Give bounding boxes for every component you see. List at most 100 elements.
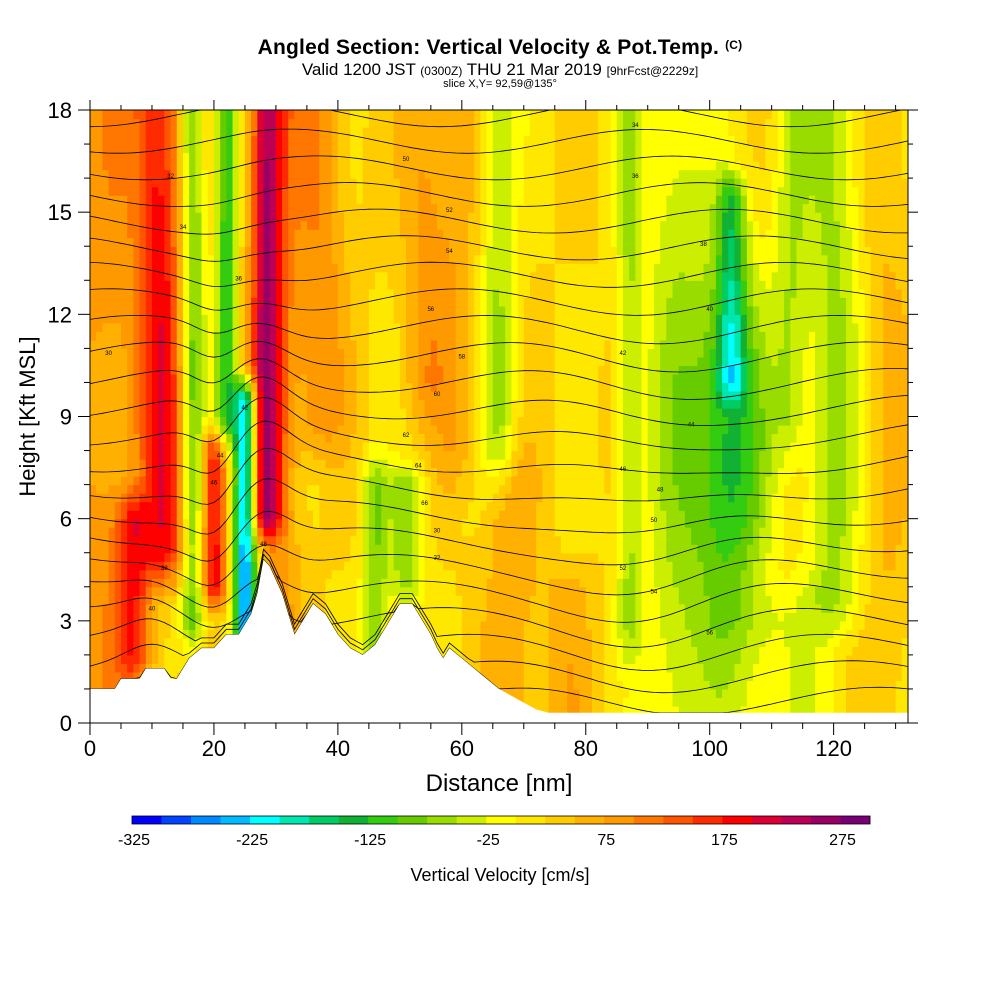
heatmap-cell: [443, 552, 451, 562]
heatmap-cell: [461, 629, 469, 639]
heatmap-cell: [430, 578, 438, 588]
heatmap-cell: [164, 237, 172, 247]
heatmap-cell: [251, 135, 258, 145]
heatmap-cell: [399, 161, 407, 171]
heatmap-cell: [474, 237, 482, 247]
heatmap-cell: [120, 144, 128, 154]
heatmap-cell: [362, 561, 370, 571]
heatmap-cell: [461, 288, 469, 298]
heatmap-cell: [455, 237, 463, 247]
heatmap-cell: [108, 246, 116, 256]
heatmap-cell: [375, 203, 382, 213]
heatmap-cell: [158, 263, 165, 273]
heatmap-cell: [226, 186, 234, 196]
heatmap-cell: [238, 203, 246, 213]
heatmap-cell: [486, 416, 494, 426]
heatmap-cell: [424, 305, 432, 315]
heatmap-cell: [201, 595, 209, 605]
heatmap-cell: [182, 390, 190, 401]
heatmap-cell: [244, 493, 252, 503]
heatmap-cell: [443, 186, 451, 196]
heatmap-cell: [269, 195, 277, 205]
heatmap-cell: [337, 110, 345, 120]
heatmap-cell: [325, 212, 333, 222]
heatmap-cell: [114, 203, 122, 213]
heatmap-cell: [238, 416, 246, 426]
heatmap-cell: [151, 535, 159, 545]
heatmap-cell: [480, 237, 488, 247]
heatmap-cell: [220, 356, 227, 367]
heatmap-cell: [127, 195, 134, 205]
heatmap-cell: [474, 603, 482, 613]
heatmap-cell: [300, 305, 308, 315]
heatmap-cell: [182, 399, 190, 409]
heatmap-cell: [443, 271, 451, 281]
heatmap-cell: [356, 169, 364, 179]
heatmap-cell: [443, 399, 451, 409]
heatmap-cell: [474, 373, 482, 384]
heatmap-cell: [182, 407, 190, 418]
heatmap-cell: [344, 612, 351, 622]
heatmap-cell: [461, 535, 469, 545]
heatmap-cell: [275, 186, 283, 196]
heatmap-cell: [127, 450, 134, 460]
heatmap-cell: [381, 178, 389, 188]
heatmap-cell: [269, 518, 277, 528]
heatmap-cell: [275, 518, 283, 528]
heatmap-cell: [158, 433, 165, 443]
heatmap-cell: [492, 569, 500, 579]
heatmap-cell: [449, 561, 457, 571]
heatmap-cell: [393, 569, 401, 579]
heatmap-cell: [195, 135, 203, 145]
heatmap-cell: [151, 603, 159, 613]
heatmap-cell: [437, 373, 444, 384]
heatmap-cell: [437, 110, 444, 120]
heatmap-cell: [90, 280, 97, 290]
heatmap-cell: [90, 203, 97, 213]
heatmap-cell: [263, 263, 271, 273]
heatmap-cell: [480, 127, 488, 137]
heatmap-cell: [412, 416, 420, 426]
heatmap-cell: [213, 169, 221, 179]
heatmap-cell: [468, 416, 475, 426]
heatmap-cell: [251, 246, 258, 256]
heatmap-cell: [176, 399, 184, 409]
heatmap-cell: [319, 263, 327, 273]
heatmap-cell: [133, 399, 141, 409]
heatmap-cell: [337, 561, 345, 571]
heatmap-cell: [251, 314, 258, 324]
heatmap-cell: [393, 527, 401, 537]
heatmap-cell: [269, 178, 277, 188]
heatmap-cell: [282, 237, 289, 247]
heatmap-cell: [282, 578, 289, 588]
heatmap-cell: [108, 331, 116, 341]
heatmap-cell: [406, 442, 413, 452]
heatmap-cell: [430, 127, 438, 137]
heatmap-cell: [195, 331, 203, 341]
heatmap-cell: [499, 552, 506, 562]
heatmap-cell: [331, 476, 339, 486]
heatmap-cell: [418, 527, 426, 537]
heatmap-cell: [387, 195, 395, 205]
heatmap-cell: [393, 586, 401, 596]
heatmap-cell: [288, 169, 296, 179]
heatmap-cell: [300, 237, 308, 247]
heatmap-cell: [294, 135, 302, 145]
heatmap-cell: [251, 195, 258, 205]
heatmap-cell: [424, 535, 432, 545]
heatmap-cell: [480, 518, 488, 528]
heatmap-cell: [96, 407, 103, 418]
heatmap-cell: [108, 288, 116, 298]
heatmap-cell: [182, 535, 190, 545]
heatmap-cell: [313, 535, 320, 545]
heatmap-cell: [251, 212, 258, 222]
heatmap-cell: [139, 544, 147, 554]
heatmap-cell: [151, 620, 159, 630]
heatmap-cell: [362, 459, 370, 469]
heatmap-cell: [387, 450, 395, 460]
heatmap-cell: [257, 535, 265, 545]
heatmap-cell: [399, 586, 407, 596]
heatmap-cell: [393, 263, 401, 273]
heatmap-cell: [226, 152, 234, 162]
heatmap-cell: [356, 467, 364, 477]
